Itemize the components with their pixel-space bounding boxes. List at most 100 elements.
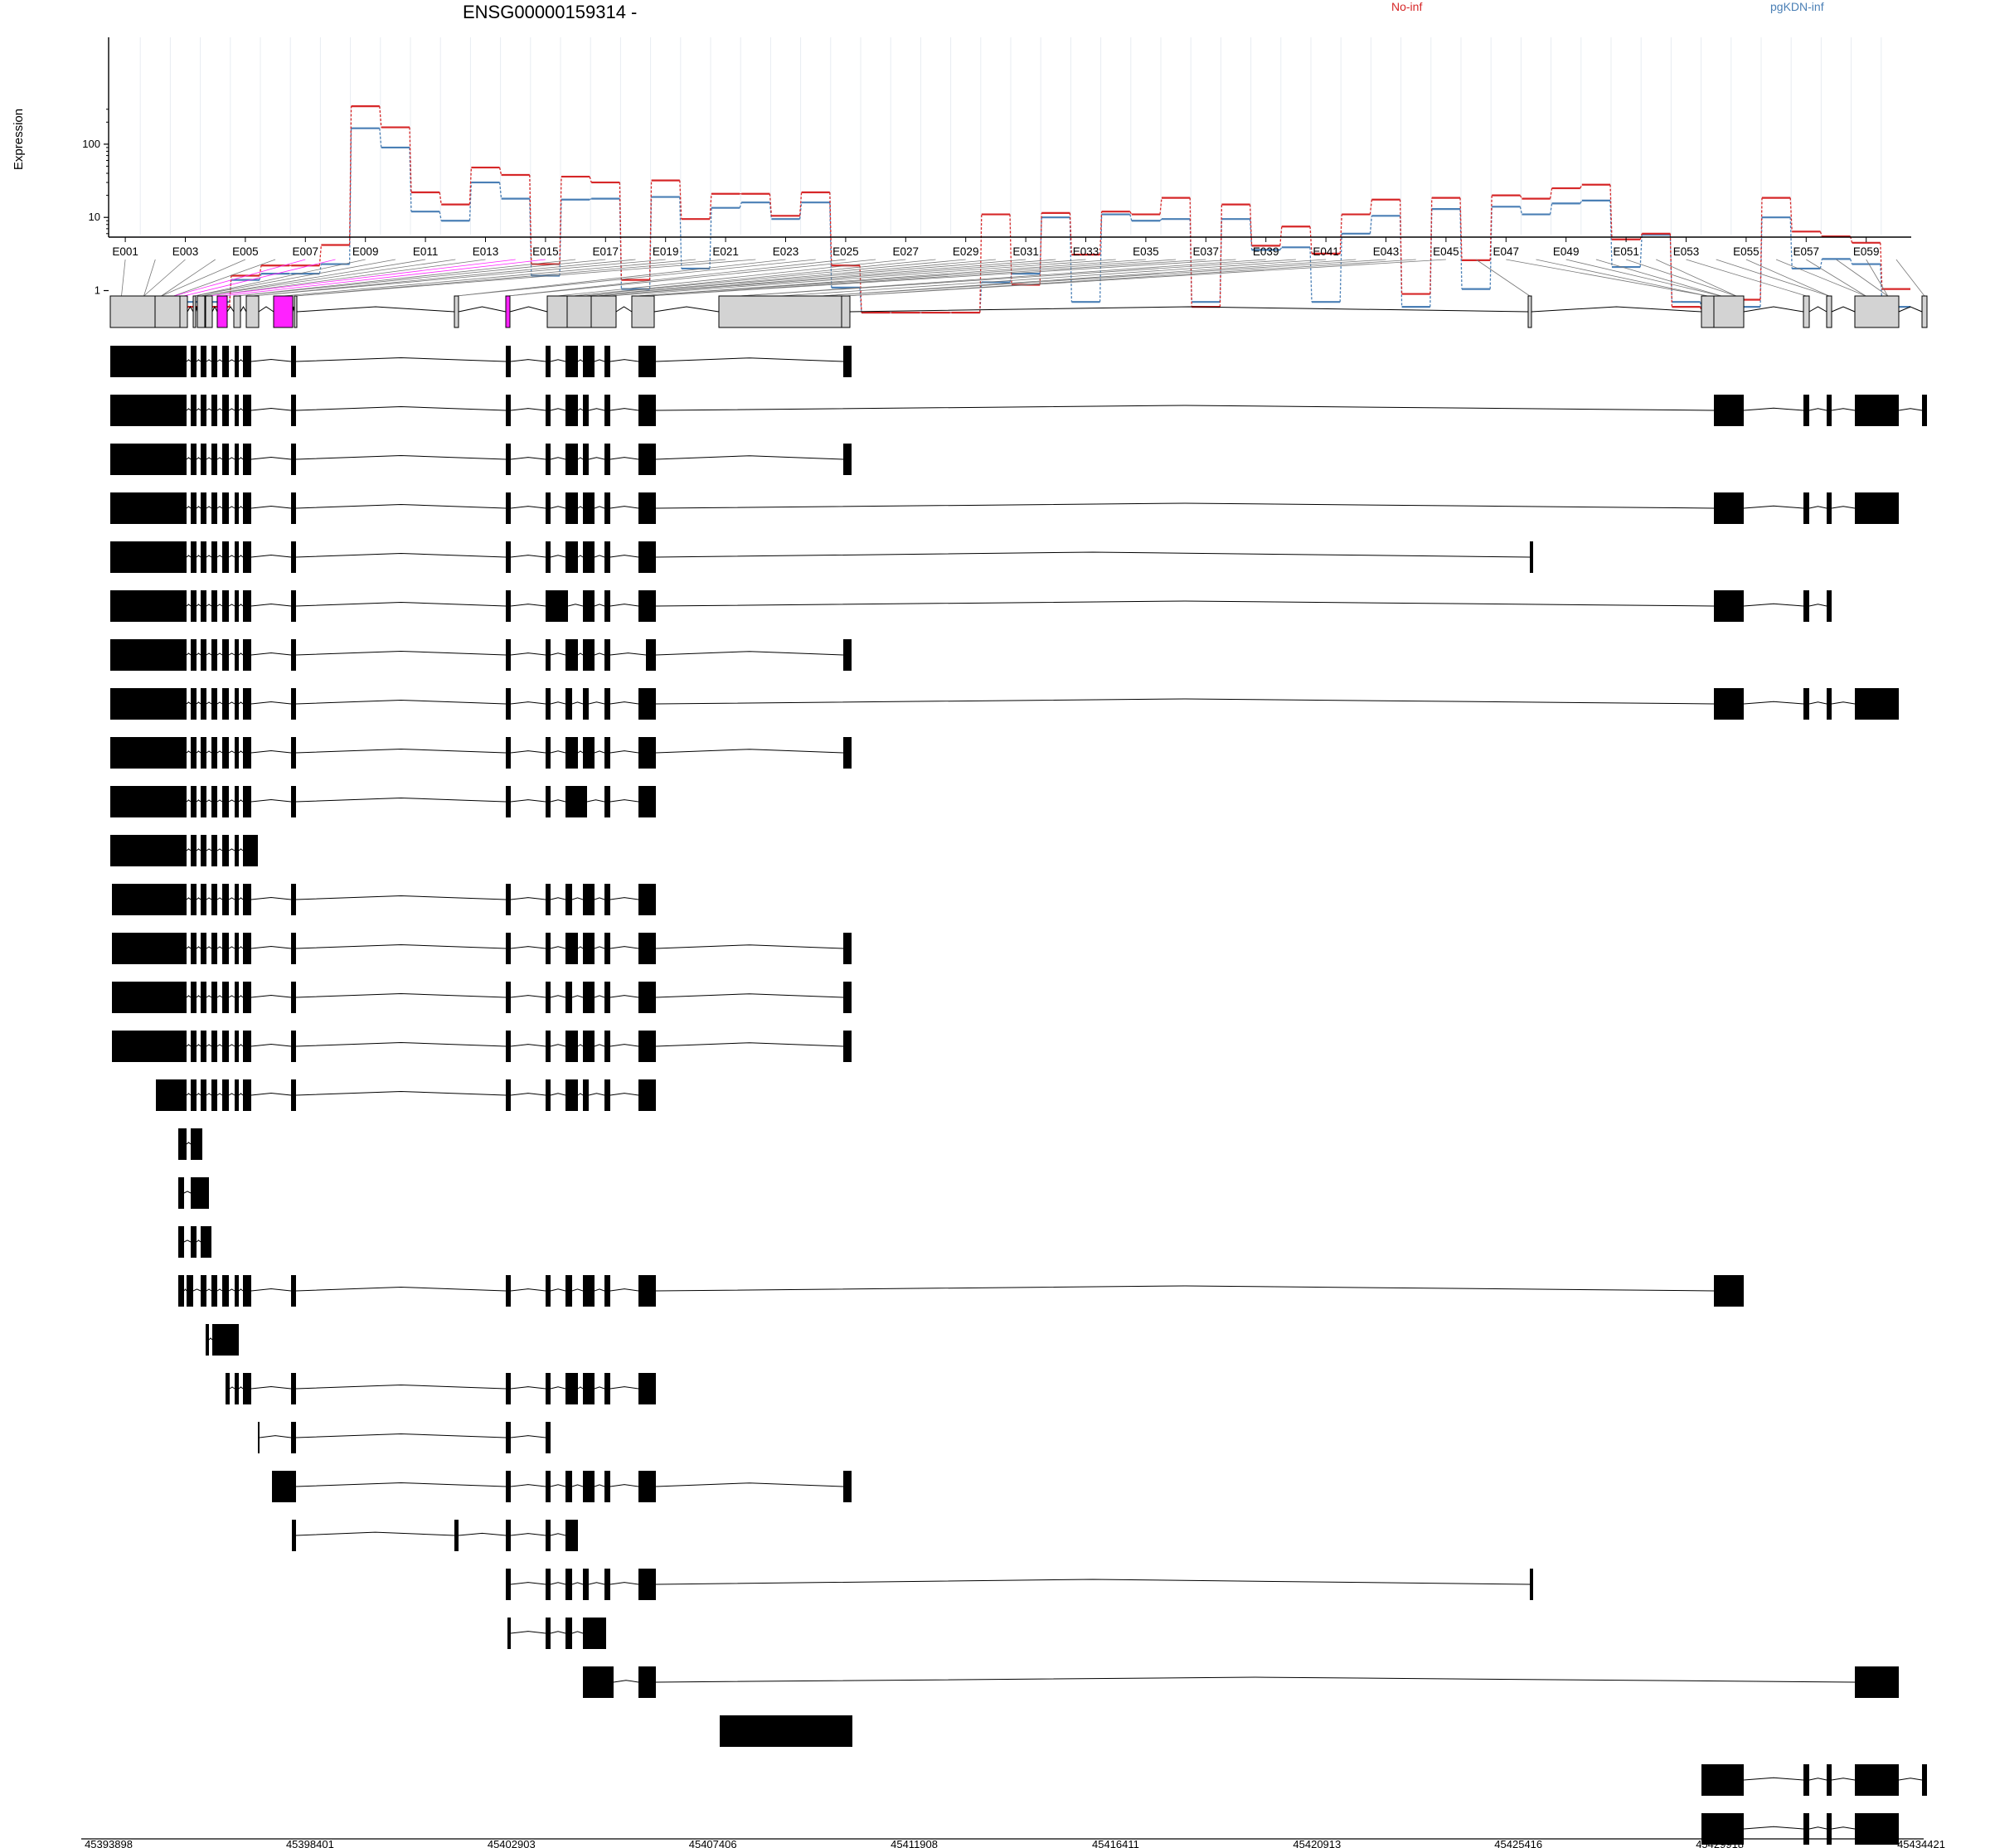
exon-connector <box>648 259 1236 297</box>
transcript-intron <box>216 1288 223 1292</box>
transcript-exon <box>583 884 589 915</box>
exon-connector <box>161 259 246 297</box>
transcript-exon <box>546 492 551 524</box>
series-connector <box>1099 214 1103 303</box>
transcript-intron <box>609 946 639 949</box>
transcript-exon <box>565 1373 572 1404</box>
transcript-intron <box>250 555 292 558</box>
series-connector <box>439 211 442 221</box>
transcript-intron <box>577 652 584 656</box>
gene-model-exon <box>197 295 206 328</box>
transcript-exon <box>191 933 197 964</box>
y-tick-label: 100 <box>82 138 100 150</box>
transcript-exon <box>258 1422 260 1453</box>
transcript-intron <box>1808 1778 1827 1781</box>
series-connector <box>1279 246 1283 250</box>
transcript-row <box>110 737 852 769</box>
exon-label: E051 <box>1613 245 1639 258</box>
transcript-exon <box>211 346 217 377</box>
series-connector <box>1129 211 1133 215</box>
series-connector <box>1759 197 1763 300</box>
exon-connector <box>609 259 1116 297</box>
series-connector <box>559 177 562 264</box>
transcript-exon <box>112 1031 187 1062</box>
transcript-intron <box>609 701 639 705</box>
transcript-exon <box>191 982 197 1013</box>
transcript-exon <box>291 590 296 622</box>
transcript-intron <box>229 1386 235 1390</box>
coordinate-label: 45393898 <box>85 1838 133 1848</box>
gene-model-exon <box>192 295 197 328</box>
transcript-exon <box>506 1520 511 1551</box>
transcript-exon <box>291 541 296 573</box>
transcript-intron <box>196 897 201 900</box>
transcript-intron <box>609 457 639 460</box>
gene-model-exon <box>631 295 655 328</box>
transcript-exon <box>191 835 197 866</box>
transcript-exon <box>572 541 578 573</box>
transcript-intron <box>586 799 605 803</box>
transcript-intron <box>196 359 201 362</box>
transcript-exon <box>546 737 551 769</box>
series-connector <box>1309 247 1313 303</box>
transcript-intron <box>295 454 507 460</box>
transcript-intron <box>550 1582 566 1585</box>
transcript-intron <box>228 995 235 998</box>
transcript-row <box>507 1618 606 1649</box>
transcript-exon <box>546 346 551 377</box>
transcript-exon <box>638 1569 656 1600</box>
transcript-exon <box>235 444 239 475</box>
transcript-intron <box>216 457 223 460</box>
exon-connector <box>556 259 906 297</box>
transcript-intron <box>1898 1778 1923 1781</box>
transcript-exon <box>638 933 656 964</box>
transcript-exon <box>1803 688 1809 720</box>
transcript-intron <box>510 604 546 607</box>
transcript-intron <box>588 1582 605 1585</box>
transcript-exon <box>201 395 206 426</box>
transcript-intron <box>577 359 584 362</box>
series-connector <box>1580 184 1583 189</box>
series-connector <box>348 128 352 264</box>
transcript-intron <box>613 1680 639 1683</box>
transcript-exon <box>604 884 610 915</box>
exon-connector <box>1716 259 1830 297</box>
transcript-row <box>110 786 656 817</box>
transcript-exon <box>110 737 187 769</box>
transcript-exon <box>546 1373 551 1404</box>
transcript-intron <box>594 897 605 900</box>
transcript-intron <box>609 408 639 411</box>
exon-label: E033 <box>1073 245 1099 258</box>
exon-connector <box>208 259 516 297</box>
transcript-exon <box>191 688 197 720</box>
transcript-intron <box>510 359 546 362</box>
transcript-row <box>583 1666 1899 1698</box>
transcript-intron <box>295 1531 455 1536</box>
gene-model-intron <box>1831 306 1856 313</box>
gene-model-exon <box>546 295 568 328</box>
transcript-exon <box>565 1275 572 1307</box>
series-connector <box>1369 216 1373 234</box>
transcript-exon <box>191 1079 197 1111</box>
transcript-intron <box>655 1579 1531 1585</box>
transcript-exon <box>201 1226 211 1258</box>
gene-model-exon <box>294 295 298 328</box>
exon-label: E047 <box>1493 245 1520 258</box>
exon-connector <box>295 259 756 297</box>
transcript-exon <box>565 786 587 817</box>
transcript-intron <box>1808 701 1827 705</box>
transcript-exon <box>191 346 197 377</box>
transcript-exon <box>1827 688 1832 720</box>
transcript-intron <box>510 1386 546 1390</box>
transcript-intron <box>609 359 639 362</box>
exon-connector <box>573 259 936 297</box>
transcript-exon <box>110 541 187 573</box>
gene-model-track <box>109 295 1928 328</box>
transcript-intron <box>196 604 201 607</box>
transcript-exon <box>583 737 595 769</box>
transcript-exon <box>583 982 589 1013</box>
transcript-exon <box>191 1128 202 1160</box>
transcript-exon <box>1855 688 1899 720</box>
transcript-intron <box>550 359 566 362</box>
transcript-exon <box>222 1079 229 1111</box>
